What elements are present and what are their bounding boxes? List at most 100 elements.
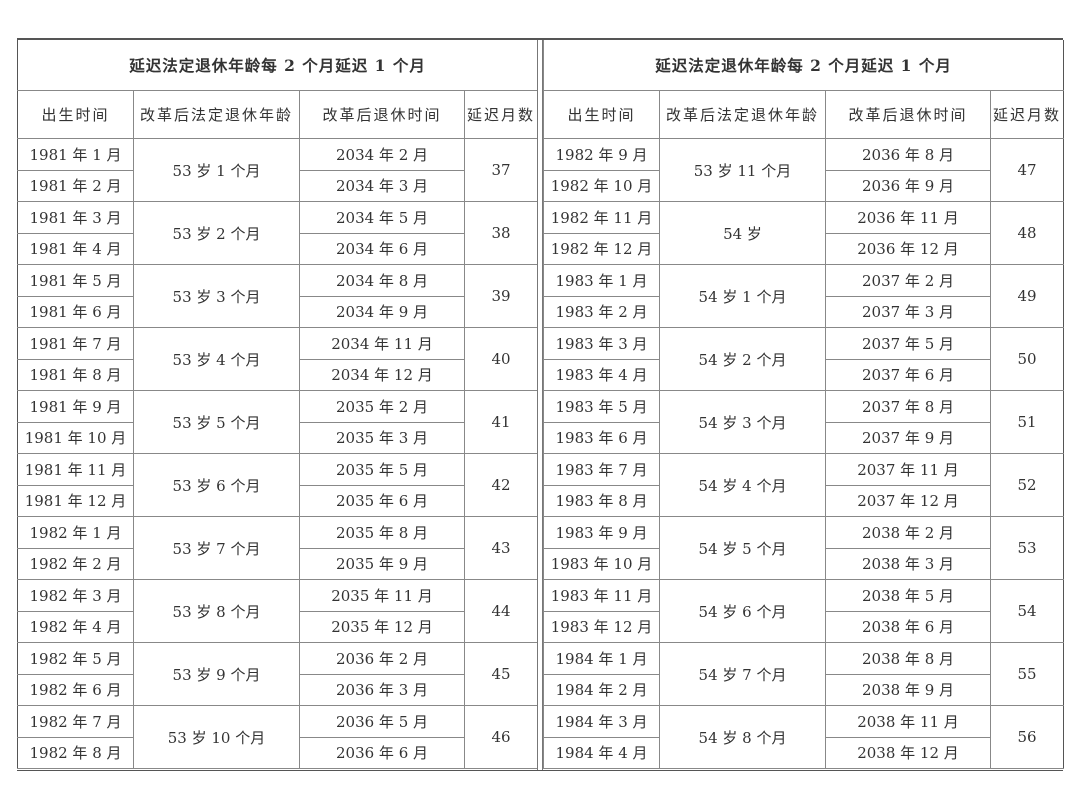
retirement-date-cell: 2038 年 2 月 bbox=[825, 516, 991, 549]
birth-date-cell: 1982 年 8 月 bbox=[17, 736, 134, 769]
birth-date-cell: 1983 年 2 月 bbox=[543, 295, 660, 328]
delay-months-cell: 54 bbox=[989, 579, 1065, 643]
birth-date-cell: 1982 年 10 月 bbox=[543, 169, 660, 202]
birth-date-cell: 1981 年 1 月 bbox=[17, 138, 134, 171]
retirement-age-cell: 53 岁 11 个月 bbox=[659, 138, 826, 202]
birth-date-cell: 1983 年 3 月 bbox=[543, 327, 660, 360]
delay-months-cell: 55 bbox=[989, 642, 1065, 706]
delay-months-cell: 43 bbox=[463, 516, 539, 580]
retirement-age-cell: 54 岁 3 个月 bbox=[659, 390, 826, 454]
left-table: 延迟法定退休年龄每 2 个月延迟 1 个月 出生时间 改革后法定退休年龄 改革后退休时… bbox=[16, 40, 539, 770]
table-row: 1982 年 7 月 53 岁 10 个月 2036 年 5 月 46 bbox=[17, 705, 539, 769]
retirement-date-cell: 2037 年 5 月 bbox=[825, 327, 991, 360]
retirement-age-cell: 53 岁 7 个月 bbox=[133, 516, 300, 580]
retirement-date-cell: 2035 年 2 月 bbox=[299, 390, 465, 423]
retirement-date-cell: 2038 年 3 月 bbox=[825, 547, 991, 580]
birth-date-cell: 1981 年 5 月 bbox=[17, 264, 134, 297]
table-row: 1982 年 6 月 2036 年 3 月 bbox=[17, 673, 538, 706]
delay-months-cell: 52 bbox=[989, 453, 1065, 517]
table-row: 1981 年 8 月 2034 年 12 月 bbox=[17, 358, 538, 391]
birth-date-cell: 1981 年 2 月 bbox=[17, 169, 134, 202]
table-row: 1981 年 7 月 53 岁 4 个月 2034 年 11 月 40 bbox=[17, 327, 539, 391]
table-title: 延迟法定退休年龄每 2 个月延迟 1 个月 bbox=[16, 40, 539, 91]
retirement-date-cell: 2035 年 6 月 bbox=[299, 484, 465, 517]
table-row: 1981 年 3 月 53 岁 2 个月 2034 年 5 月 38 bbox=[17, 201, 539, 265]
table-row: 1982 年 12 月 2036 年 12 月 bbox=[543, 232, 1064, 265]
birth-date-cell: 1983 年 12 月 bbox=[543, 610, 660, 643]
right-table: 延迟法定退休年龄每 2 个月延迟 1 个月 出生时间 改革后法定退休年龄 改革后退休时… bbox=[542, 40, 1065, 770]
header-retirement-age: 改革后法定退休年龄 bbox=[659, 90, 826, 139]
retirement-age-cell: 53 岁 4 个月 bbox=[133, 327, 300, 391]
delay-months-cell: 48 bbox=[989, 201, 1065, 265]
table-row: 1984 年 1 月 54 岁 7 个月 2038 年 8 月 55 bbox=[543, 642, 1065, 706]
retirement-date-cell: 2037 年 6 月 bbox=[825, 358, 991, 391]
retirement-date-cell: 2034 年 5 月 bbox=[299, 201, 465, 234]
birth-date-cell: 1983 年 1 月 bbox=[543, 264, 660, 297]
table-title: 延迟法定退休年龄每 2 个月延迟 1 个月 bbox=[542, 40, 1065, 91]
delay-months-cell: 44 bbox=[463, 579, 539, 643]
delay-months-cell: 51 bbox=[989, 390, 1065, 454]
retirement-age-cell: 53 岁 8 个月 bbox=[133, 579, 300, 643]
table-row: 1983 年 7 月 54 岁 4 个月 2037 年 11 月 52 bbox=[543, 453, 1065, 517]
retirement-age-cell: 54 岁 2 个月 bbox=[659, 327, 826, 391]
birth-date-cell: 1981 年 7 月 bbox=[17, 327, 134, 360]
table-row: 1982 年 1 月 53 岁 7 个月 2035 年 8 月 43 bbox=[17, 516, 539, 580]
retirement-date-cell: 2036 年 12 月 bbox=[825, 232, 991, 265]
retirement-date-cell: 2034 年 6 月 bbox=[299, 232, 465, 265]
header-row: 出生时间 改革后法定退休年龄 改革后退休时间 延迟月数 bbox=[17, 90, 539, 139]
table-row: 1981 年 1 月 53 岁 1 个月 2034 年 2 月 37 bbox=[17, 138, 539, 202]
birth-date-cell: 1982 年 6 月 bbox=[17, 673, 134, 706]
table-row: 1983 年 2 月 2037 年 3 月 bbox=[543, 295, 1064, 328]
table-row: 1984 年 4 月 2038 年 12 月 bbox=[543, 736, 1064, 769]
retirement-date-cell: 2037 年 2 月 bbox=[825, 264, 991, 297]
retirement-date-cell: 2038 年 9 月 bbox=[825, 673, 991, 706]
table-row: 1981 年 10 月 2035 年 3 月 bbox=[17, 421, 538, 454]
table-row: 1982 年 3 月 53 岁 8 个月 2035 年 11 月 44 bbox=[17, 579, 539, 643]
retirement-date-cell: 2037 年 3 月 bbox=[825, 295, 991, 328]
retirement-date-cell: 2038 年 11 月 bbox=[825, 705, 991, 738]
birth-date-cell: 1983 年 4 月 bbox=[543, 358, 660, 391]
header-delay-months: 延迟月数 bbox=[463, 90, 539, 139]
table-row: 1981 年 9 月 53 岁 5 个月 2035 年 2 月 41 bbox=[17, 390, 539, 454]
retirement-date-cell: 2038 年 12 月 bbox=[825, 736, 991, 769]
retirement-date-cell: 2035 年 9 月 bbox=[299, 547, 465, 580]
birth-date-cell: 1981 年 4 月 bbox=[17, 232, 134, 265]
table-row: 1983 年 4 月 2037 年 6 月 bbox=[543, 358, 1064, 391]
retirement-date-cell: 2037 年 11 月 bbox=[825, 453, 991, 486]
birth-date-cell: 1982 年 4 月 bbox=[17, 610, 134, 643]
retirement-date-cell: 2036 年 5 月 bbox=[299, 705, 465, 738]
delay-months-cell: 46 bbox=[463, 705, 539, 769]
retirement-age-cell: 53 岁 10 个月 bbox=[133, 705, 300, 769]
birth-date-cell: 1983 年 5 月 bbox=[543, 390, 660, 423]
delay-months-cell: 56 bbox=[989, 705, 1065, 769]
table-row: 1984 年 2 月 2038 年 9 月 bbox=[543, 673, 1064, 706]
table-row: 1982 年 2 月 2035 年 9 月 bbox=[17, 547, 538, 580]
birth-date-cell: 1982 年 2 月 bbox=[17, 547, 134, 580]
retirement-date-cell: 2036 年 11 月 bbox=[825, 201, 991, 234]
birth-date-cell: 1981 年 3 月 bbox=[17, 201, 134, 234]
birth-date-cell: 1984 年 1 月 bbox=[543, 642, 660, 675]
retirement-date-cell: 2036 年 3 月 bbox=[299, 673, 465, 706]
delay-months-cell: 45 bbox=[463, 642, 539, 706]
birth-date-cell: 1983 年 9 月 bbox=[543, 516, 660, 549]
header-birth-date: 出生时间 bbox=[543, 90, 660, 139]
table-row: 1981 年 11 月 53 岁 6 个月 2035 年 5 月 42 bbox=[17, 453, 539, 517]
table-row: 1981 年 12 月 2035 年 6 月 bbox=[17, 484, 538, 517]
retirement-date-cell: 2037 年 12 月 bbox=[825, 484, 991, 517]
birth-date-cell: 1981 年 10 月 bbox=[17, 421, 134, 454]
birth-date-cell: 1981 年 9 月 bbox=[17, 390, 134, 423]
table-row: 1983 年 3 月 54 岁 2 个月 2037 年 5 月 50 bbox=[543, 327, 1065, 391]
retirement-date-cell: 2035 年 12 月 bbox=[299, 610, 465, 643]
retirement-date-cell: 2034 年 8 月 bbox=[299, 264, 465, 297]
retirement-date-cell: 2034 年 9 月 bbox=[299, 295, 465, 328]
birth-date-cell: 1983 年 10 月 bbox=[543, 547, 660, 580]
retirement-age-cell: 54 岁 bbox=[659, 201, 826, 265]
retirement-date-cell: 2038 年 6 月 bbox=[825, 610, 991, 643]
birth-date-cell: 1982 年 3 月 bbox=[17, 579, 134, 612]
title-row: 延迟法定退休年龄每 2 个月延迟 1 个月 bbox=[16, 40, 539, 91]
birth-date-cell: 1984 年 2 月 bbox=[543, 673, 660, 706]
birth-date-cell: 1981 年 11 月 bbox=[17, 453, 134, 486]
table-row: 1982 年 8 月 2036 年 6 月 bbox=[17, 736, 538, 769]
delay-months-cell: 39 bbox=[463, 264, 539, 328]
retirement-date-cell: 2035 年 5 月 bbox=[299, 453, 465, 486]
